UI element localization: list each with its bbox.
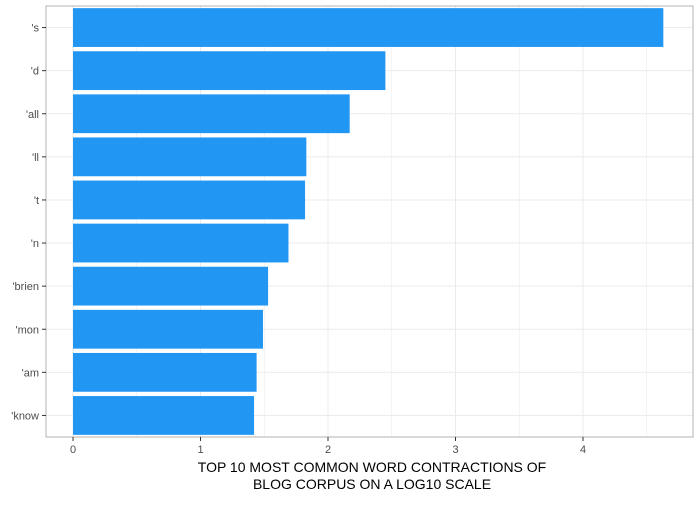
bar-s [73, 8, 664, 47]
bar-t [73, 180, 306, 220]
bar-all [73, 94, 350, 134]
bar-ll [73, 137, 307, 177]
x-tick-label-1: 1 [197, 444, 203, 456]
y-tick-label-d: 'd [31, 66, 39, 78]
y-axis: 's 'd 'all 'll 't 'n 'brien 'mon 'am 'know [11, 23, 46, 422]
x-tick-label-0: 0 [70, 444, 76, 456]
bar-d [73, 51, 386, 91]
panel-border [45, 5, 694, 438]
y-tick-label-s: 's [31, 23, 39, 35]
bar-am [73, 352, 257, 392]
x-axis: 0 1 2 3 4 [70, 437, 586, 456]
y-tick-label-n: 'n [31, 238, 39, 250]
x-tick-label-2: 2 [325, 444, 331, 456]
bars [73, 8, 664, 435]
x-axis-label-line-1: TOP 10 MOST COMMON WORD CONTRACTIONS OF [198, 459, 546, 475]
bar-mon [73, 309, 263, 349]
y-tick-label-all: 'all [26, 109, 39, 121]
y-tick-label-t: 't [34, 195, 39, 207]
y-tick-label-ll: 'll [32, 152, 39, 164]
y-tick-label-know: 'know [11, 410, 39, 422]
y-tick-label-brien: 'brien [12, 281, 39, 293]
bar-n [73, 223, 289, 263]
bar-brien [73, 266, 269, 306]
x-axis-label-line-2: BLOG CORPUS ON A LOG10 SCALE [253, 476, 491, 492]
bar-know [73, 396, 255, 435]
y-tick-label-am: 'am [22, 367, 39, 379]
x-tick-label-4: 4 [580, 444, 586, 456]
y-tick-label-mon: 'mon [16, 324, 40, 336]
x-tick-label-3: 3 [452, 444, 458, 456]
